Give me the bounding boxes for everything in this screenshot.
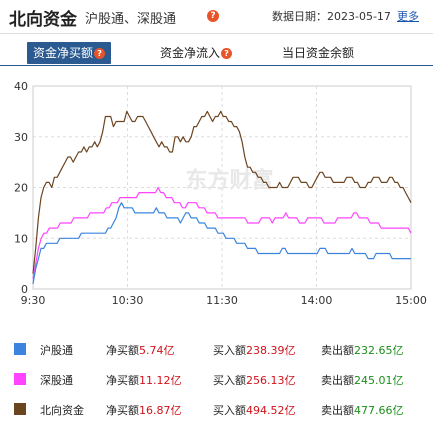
legend-sell-value: 245.01亿 <box>354 374 404 387</box>
help-icon[interactable]: ? <box>207 10 219 22</box>
legend-sell: 卖出额232.65亿 <box>321 342 404 358</box>
help-icon[interactable]: ? <box>94 48 106 59</box>
legend-swatch <box>14 373 26 385</box>
legend-sell-label: 卖出额 <box>321 344 354 357</box>
chart: 0 10 20 30 40 9:30 10:30 11:30 14:00 15:00 东方财富 <box>0 74 433 314</box>
legend-sell-value: 477.66亿 <box>354 404 404 417</box>
legend-sell-label: 卖出额 <box>321 404 354 417</box>
legend-net-value: 5.74亿 <box>139 344 175 357</box>
legend-net-label: 净买额 <box>106 344 139 357</box>
legend-sell-label: 卖出额 <box>321 374 354 387</box>
header: 北向资金 沪股通、深股通 ? 数据日期：2023-05-17 更多 <box>0 0 433 34</box>
page-title: 北向资金 <box>9 10 77 30</box>
tab-balance-label: 当日资金余额 <box>282 46 355 60</box>
legend-sell: 卖出额245.01亿 <box>321 372 404 388</box>
x-tick-label: 15:00 <box>395 294 427 307</box>
legend-buy: 买入额238.39亿 <box>213 342 296 358</box>
y-tick-label: 10 <box>14 232 28 245</box>
line-chart: 0 10 20 30 40 9:30 10:30 11:30 14:00 15:00 东方财富 <box>14 80 427 307</box>
tab-bar: 资金净买额? 资金净流入? 当日资金余额 <box>0 42 433 66</box>
tab-net-buy-label: 资金净买额 <box>33 46 94 60</box>
legend-swatch <box>14 343 26 355</box>
data-date: 数据日期：2023-05-17 <box>272 10 391 23</box>
legend-name: 沪股通 <box>40 344 73 357</box>
legend-net-label: 净买额 <box>106 404 139 417</box>
page-subtitle: 沪股通、深股通 <box>85 12 177 27</box>
legend-net: 净买额16.87亿 <box>106 402 182 418</box>
legend-buy-value: 256.13亿 <box>246 374 296 387</box>
legend-row-sgt: 深股通 净买额11.12亿 买入额256.13亿 卖出额245.01亿 <box>0 368 433 392</box>
y-tick-label: 0 <box>21 283 28 296</box>
tab-net-buy[interactable]: 资金净买额? <box>27 42 112 64</box>
series-line <box>32 186 412 279</box>
legend-net: 净买额5.74亿 <box>106 342 175 358</box>
y-tick-label: 20 <box>14 182 28 195</box>
y-tick-label: 30 <box>14 131 28 144</box>
x-tick-label: 14:00 <box>301 294 333 307</box>
legend-net: 净买额11.12亿 <box>106 372 182 388</box>
legend-buy-label: 买入额 <box>213 344 246 357</box>
series-line <box>32 110 412 274</box>
tab-balance[interactable]: 当日资金余额 <box>282 42 354 64</box>
legend-name: 深股通 <box>40 374 73 387</box>
watermark: 东方财富 <box>186 168 274 194</box>
x-tick-label: 11:30 <box>206 294 238 307</box>
tab-net-inflow[interactable]: 资金净流入? <box>160 42 233 64</box>
series-line <box>32 202 411 285</box>
legend-net-value: 11.12亿 <box>139 374 182 387</box>
header-divider <box>0 33 433 34</box>
tab-net-inflow-label: 资金净流入 <box>160 46 221 60</box>
more-link[interactable]: 更多 <box>397 10 419 23</box>
legend-net-value: 16.87亿 <box>139 404 182 417</box>
help-icon[interactable]: ? <box>221 48 233 59</box>
tab-underline <box>0 65 433 66</box>
legend-buy-value: 494.52亿 <box>246 404 296 417</box>
legend-buy-label: 买入额 <box>213 404 246 417</box>
legend-row-hgt: 沪股通 净买额5.74亿 买入额238.39亿 卖出额232.65亿 <box>0 338 433 362</box>
legend-sell: 卖出额477.66亿 <box>321 402 404 418</box>
legend-name: 北向资金 <box>40 404 84 417</box>
y-tick-label: 40 <box>14 80 28 93</box>
legend-sell-value: 232.65亿 <box>354 344 404 357</box>
legend-net-label: 净买额 <box>106 374 139 387</box>
legend-swatch <box>14 403 26 415</box>
legend-buy-label: 买入额 <box>213 374 246 387</box>
x-tick-label: 10:30 <box>112 294 144 307</box>
legend-buy: 买入额494.52亿 <box>213 402 296 418</box>
legend-row-north: 北向资金 净买额16.87亿 买入额494.52亿 卖出额477.66亿 <box>0 398 433 422</box>
x-tick-label: 9:30 <box>21 294 46 307</box>
legend-buy: 买入额256.13亿 <box>213 372 296 388</box>
legend-buy-value: 238.39亿 <box>246 344 296 357</box>
